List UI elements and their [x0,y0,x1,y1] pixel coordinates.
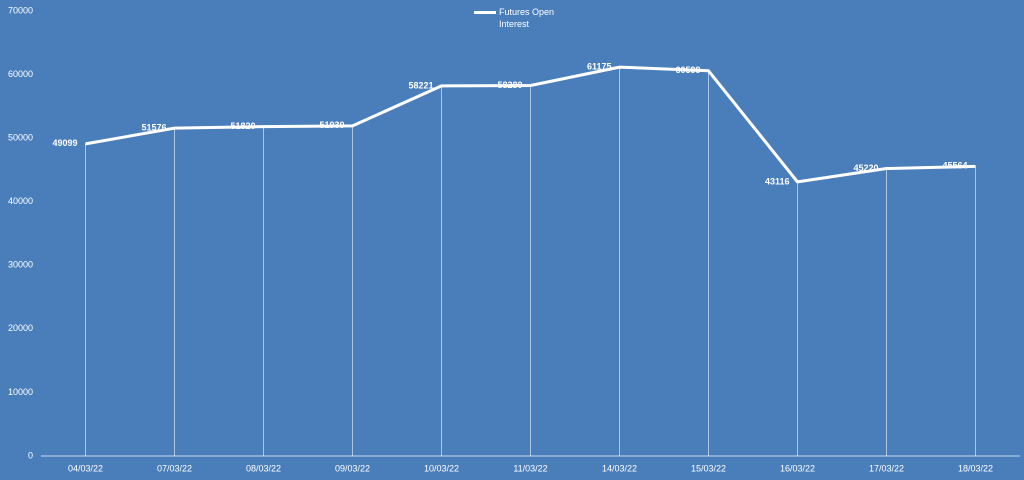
x-tick-label: 11/03/22 [513,463,547,473]
y-tick-label: 30000 [8,260,33,270]
legend: Futures Open Interest [474,6,559,30]
x-tick-label: 04/03/22 [68,463,103,473]
x-tick-label: 14/03/22 [602,463,637,473]
x-tick-label: 10/03/22 [424,463,459,473]
legend-label: Futures Open Interest [499,7,555,29]
x-tick-label: 16/03/22 [780,463,815,473]
x-tick-label: 18/03/22 [958,463,993,473]
y-tick-label: 70000 [8,5,33,15]
x-tick-label: 17/03/22 [869,463,904,473]
x-tick-label: 07/03/22 [157,463,192,473]
y-tick-label: 40000 [8,196,33,206]
x-tick-label: 15/03/22 [691,463,726,473]
y-tick-label: 50000 [8,133,33,143]
data-label: 60599 [675,65,700,75]
data-label: 49099 [52,138,77,148]
y-tick-label: 60000 [8,69,33,79]
series-line [85,65,976,184]
data-label: 51930 [319,120,344,130]
y-tick-label: 20000 [8,323,33,333]
data-label: 51576 [141,122,166,132]
data-label: 58280 [497,80,522,90]
x-tick-label: 09/03/22 [335,463,370,473]
data-label: 58221 [408,80,433,90]
legend-swatch [474,11,496,14]
data-label: 45564 [942,161,967,171]
y-tick-label: 0 [28,450,33,460]
data-label: 61175 [587,61,612,71]
y-tick-label: 10000 [8,387,33,397]
data-label: 43116 [765,176,790,186]
data-label: 45220 [853,163,878,173]
data-label: 51820 [230,121,255,131]
x-tick-label: 08/03/22 [246,463,281,473]
